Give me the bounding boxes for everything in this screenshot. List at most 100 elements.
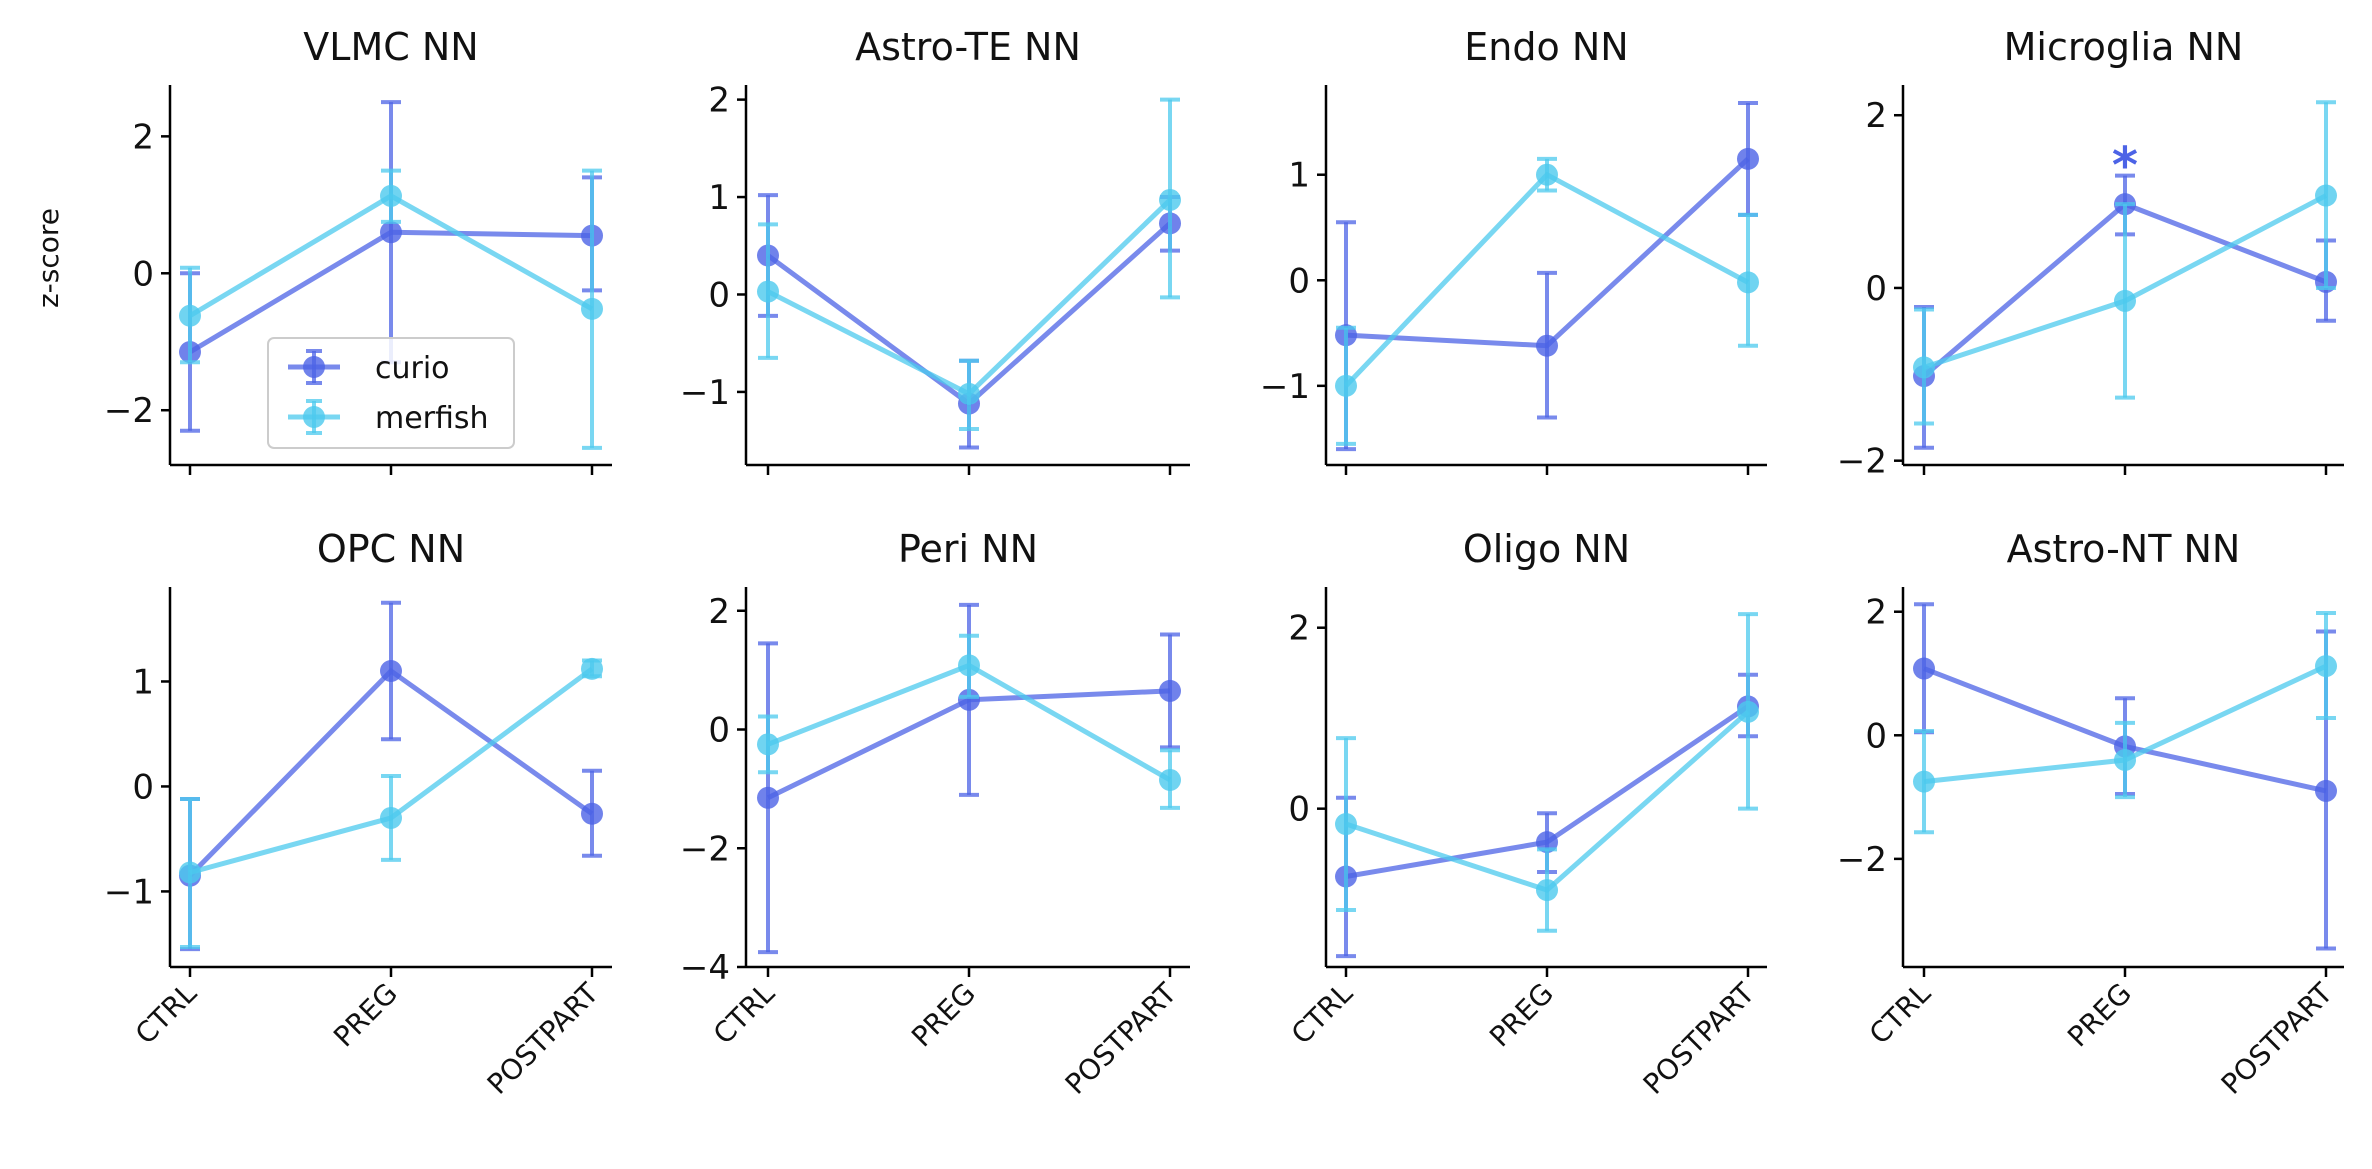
y-tick-label: 2 (1865, 96, 1887, 136)
data-point (958, 654, 980, 677)
x-tick-label: PREG (2061, 977, 2138, 1054)
data-point (581, 802, 603, 825)
y-tick-label: −1 (680, 373, 730, 413)
x-tick-label: CTRL (129, 976, 203, 1050)
data-point (581, 657, 603, 680)
data-point (179, 861, 201, 884)
y-tick-label: −1 (104, 872, 154, 912)
data-point (2114, 749, 2136, 772)
data-point (2315, 779, 2337, 802)
data-point (757, 733, 779, 756)
panel-title: VLMC NN (303, 25, 478, 69)
panel-grid: VLMC NN −2 0 2 Astro-TE NN −1 0 1 2 Endo NN −1 0 1 Mi… (104, 25, 2344, 1101)
data-point (1536, 163, 1558, 186)
data-point (380, 806, 402, 829)
data-point (958, 382, 980, 405)
y-tick-label: 2 (1288, 609, 1310, 649)
y-tick-label: 1 (1288, 156, 1310, 196)
panel-title: Endo NN (1464, 25, 1628, 69)
data-point (2114, 289, 2136, 312)
y-tick-label: 2 (1865, 593, 1887, 633)
data-point (1159, 679, 1181, 702)
series-merfish (1913, 100, 2337, 426)
y-axis-label: z-score (32, 208, 65, 308)
x-tick-label: CTRL (1285, 976, 1359, 1050)
panel-3: Endo NN −1 0 1 (1260, 25, 1767, 475)
data-point (1737, 271, 1759, 294)
y-tick-label: −4 (680, 948, 730, 988)
y-tick-label: 0 (1288, 790, 1310, 830)
panel-title: Astro-TE NN (855, 25, 1081, 69)
x-tick-label: PREG (327, 977, 404, 1054)
data-point (581, 297, 603, 320)
series-merfish (1913, 610, 2337, 835)
y-tick-label: 0 (1288, 261, 1310, 301)
series-curio (1335, 100, 1759, 452)
data-point (958, 688, 980, 711)
y-tick-label: −2 (104, 391, 154, 431)
data-point (2315, 184, 2337, 207)
data-point (1913, 356, 1935, 379)
panel-title: Oligo NN (1463, 527, 1630, 571)
data-point (757, 786, 779, 809)
series-merfish (757, 97, 1181, 431)
legend-items: curio merfish (288, 349, 489, 436)
panel-2: Astro-TE NN −1 0 1 2 (680, 25, 1190, 475)
series-merfish (179, 657, 603, 950)
data-point (1913, 770, 1935, 793)
legend-label: curio (375, 351, 450, 386)
x-tick-label: PREG (905, 977, 982, 1054)
data-point (1536, 334, 1558, 357)
data-point (179, 304, 201, 327)
x-tick-label: CTRL (1863, 976, 1937, 1050)
y-tick-label: 2 (132, 117, 154, 157)
legend-label: merfish (375, 401, 489, 436)
panel-title: Astro-NT NN (2007, 527, 2241, 571)
significance-marker: * (2112, 136, 2138, 194)
y-tick-label: 1 (708, 178, 730, 218)
data-point (1737, 700, 1759, 723)
series-merfish (1335, 156, 1759, 446)
y-tick-label: −2 (1837, 442, 1887, 482)
x-tick-label: POSTPART (1059, 976, 1184, 1101)
data-point (1335, 813, 1357, 836)
legend-marker (303, 406, 325, 428)
legend-item-merfish: merfish (288, 399, 489, 436)
y-tick-label: −1 (1260, 367, 1310, 407)
y-tick-label: −2 (1837, 840, 1887, 880)
panel-title: Microglia NN (2004, 25, 2244, 69)
data-point (1159, 188, 1181, 211)
x-tick-label: POSTPART (1637, 976, 1762, 1101)
panel-1: VLMC NN −2 0 2 (104, 25, 612, 475)
panel-8: Astro-NT NN −2 0 2 CTRL PREG POSTPART (1837, 527, 2344, 1101)
data-point (1335, 374, 1357, 397)
panel-5: OPC NN −1 0 1 CTRL PREG POSTPART (104, 527, 612, 1101)
y-tick-label: 0 (708, 275, 730, 315)
y-tick-label: 0 (708, 711, 730, 751)
panel-7: Oligo NN 0 2 CTRL PREG POSTPART (1285, 527, 1767, 1101)
y-tick-label: 0 (132, 767, 154, 807)
y-tick-label: 2 (708, 592, 730, 632)
series-merfish (179, 168, 603, 450)
y-tick-label: 2 (708, 81, 730, 121)
legend-marker (303, 356, 325, 378)
data-point (380, 659, 402, 682)
panel-title: Peri NN (898, 527, 1038, 571)
x-tick-label: PREG (1483, 977, 1560, 1054)
y-tick-label: 0 (1865, 269, 1887, 309)
data-point (1737, 147, 1759, 170)
series-merfish (757, 633, 1181, 810)
legend: curio merfish (267, 337, 515, 449)
x-tick-label: POSTPART (481, 976, 606, 1101)
data-point (1159, 768, 1181, 791)
panel-title: OPC NN (317, 527, 465, 571)
y-tick-label: 1 (132, 662, 154, 702)
data-point (380, 221, 402, 244)
y-tick-label: −2 (680, 829, 730, 869)
panel-4: Microglia NN −2 0 2 * (1837, 25, 2344, 482)
data-point (380, 184, 402, 207)
data-point (2315, 655, 2337, 678)
data-point (1536, 879, 1558, 902)
